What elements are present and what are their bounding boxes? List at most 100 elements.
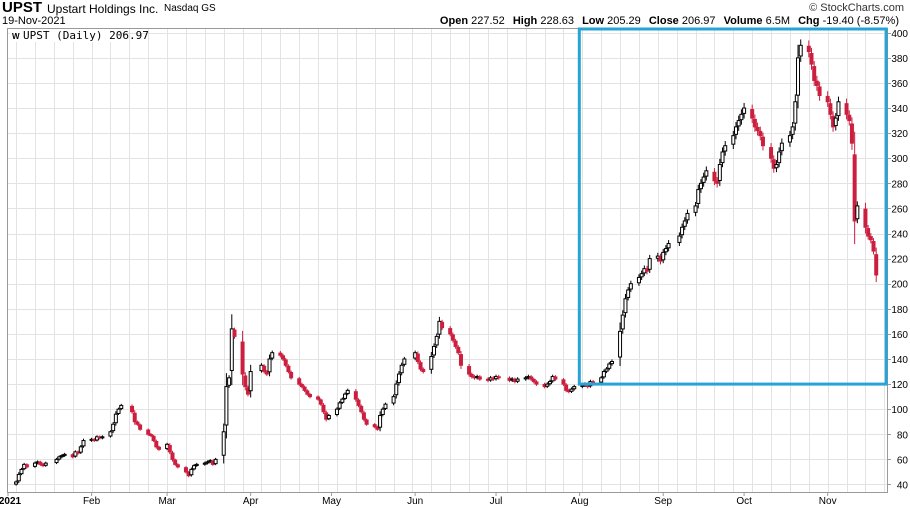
y-tick-label: 60: [897, 455, 909, 466]
candle: [531, 377, 536, 384]
candle: [809, 47, 814, 70]
candle: [798, 39, 803, 62]
candle: [790, 121, 795, 140]
candle: [343, 392, 348, 401]
candle-body: [849, 123, 854, 144]
high-value: 228.63: [540, 15, 574, 27]
candle-body: [874, 254, 879, 276]
x-tick-label: Apr: [243, 496, 259, 507]
candle: [496, 374, 501, 380]
candle: [394, 380, 399, 399]
candle: [132, 410, 137, 425]
candle-body: [43, 462, 48, 466]
candle: [429, 352, 434, 374]
candle-body: [278, 352, 283, 356]
candle-body: [523, 377, 528, 380]
candle-body: [774, 164, 779, 169]
candle-body: [806, 45, 811, 53]
candle-body: [534, 381, 539, 385]
candle: [297, 376, 302, 386]
candle-body: [380, 408, 385, 416]
candle: [645, 265, 650, 275]
candle: [618, 322, 623, 366]
candle-body: [326, 414, 331, 420]
candle: [849, 117, 854, 150]
candle: [24, 463, 29, 469]
candle-body: [297, 378, 302, 385]
y-tick-label: 140: [891, 355, 908, 366]
candle-body: [453, 340, 458, 347]
candle: [450, 332, 455, 343]
candle: [760, 132, 765, 151]
candle-body: [814, 80, 819, 86]
candle: [812, 61, 817, 86]
candle: [229, 314, 234, 386]
candle-body: [496, 376, 501, 379]
candle: [777, 147, 782, 168]
candle: [283, 357, 288, 368]
candle-body: [267, 358, 272, 373]
candle-body: [752, 118, 757, 128]
candle-body: [645, 268, 650, 272]
candle-body: [224, 386, 229, 426]
candle: [305, 389, 310, 396]
candle-body: [661, 251, 666, 261]
low-label: Low: [582, 15, 605, 27]
candle: [564, 383, 569, 393]
candle: [734, 121, 739, 140]
candle-body: [682, 220, 687, 227]
candle-body: [307, 394, 312, 398]
candle-body: [604, 368, 609, 372]
candle-body: [720, 151, 725, 164]
candle-body: [828, 103, 833, 115]
candle-body: [698, 182, 703, 190]
candle: [866, 224, 871, 240]
candle: [704, 166, 709, 181]
candle: [356, 398, 361, 408]
candle-body: [286, 365, 291, 373]
candle: [458, 350, 463, 370]
x-tick-label: Nov: [819, 496, 837, 507]
candle: [731, 130, 736, 149]
candle: [717, 158, 722, 187]
candle: [666, 240, 671, 252]
candle: [54, 457, 59, 465]
candle: [19, 467, 24, 476]
brand-link[interactable]: © StockCharts.com: [809, 2, 904, 14]
candles: [14, 39, 879, 486]
candle: [545, 382, 550, 389]
candle-body: [281, 355, 286, 360]
candle-body: [299, 383, 304, 388]
x-tick-label: Jul: [490, 496, 503, 507]
candle: [771, 155, 776, 173]
candle: [663, 245, 668, 256]
x-tick-label: Mar: [158, 496, 176, 507]
candle: [32, 461, 37, 468]
candle-body: [836, 101, 841, 117]
candle-body: [448, 328, 453, 335]
x-tick-label: Aug: [571, 496, 589, 507]
candle-body: [607, 363, 612, 369]
candle-body: [456, 346, 461, 354]
candle: [814, 75, 819, 91]
y-tick-label: 260: [891, 204, 908, 215]
candle-body: [130, 405, 135, 413]
candle-body: [693, 205, 698, 213]
candle-body: [343, 393, 348, 399]
ticker-symbol: UPST: [2, 0, 43, 16]
candle-body: [760, 136, 765, 147]
candle-body: [38, 461, 43, 465]
candle-body: [868, 236, 873, 241]
candle-body: [736, 120, 741, 127]
candle-body: [704, 170, 709, 177]
candle: [81, 438, 86, 448]
candle: [299, 382, 304, 389]
candle-body: [798, 44, 803, 57]
candle-body: [202, 462, 207, 465]
candle: [750, 104, 755, 124]
legend-background: [10, 29, 120, 42]
candle-body: [59, 455, 64, 458]
candle: [469, 372, 474, 379]
candle-body: [855, 205, 860, 220]
candle: [817, 81, 822, 101]
